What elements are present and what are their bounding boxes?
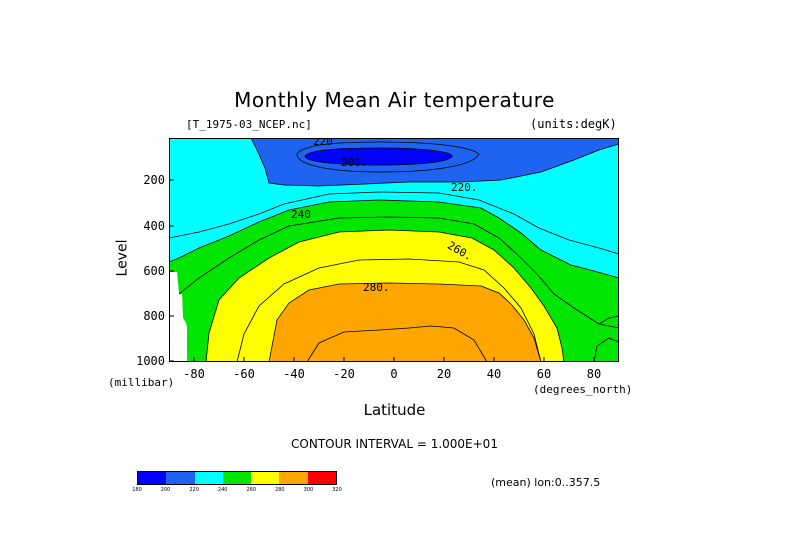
- contour-plot: 220 200. 220. 240 260. 280.: [169, 138, 619, 362]
- colorbar-tick-300: 300: [303, 487, 314, 493]
- band-180-200: [305, 148, 452, 165]
- colorbar-segment-280-300: [279, 472, 308, 484]
- x-tick-80: 80: [586, 367, 602, 381]
- band-280-300: [269, 283, 541, 362]
- contour-line-green-extra: [593, 337, 619, 362]
- colorbar-tick-320: 320: [332, 487, 342, 493]
- x-axis-label: Latitude: [363, 401, 426, 419]
- contour-line-210: [296, 141, 480, 173]
- contour-plot-svg: 220 200. 220. 240 260. 280.: [169, 138, 619, 362]
- x-tick-minus40: -40: [283, 367, 305, 381]
- contour-line-280: [268, 282, 542, 362]
- colorbar-segment-220-240: [194, 472, 223, 484]
- contour-line-220a: [250, 138, 619, 187]
- y-tick-1000: 1000: [136, 354, 165, 368]
- units-label: (units:degK): [530, 117, 617, 131]
- contour-line-260: [205, 229, 565, 362]
- band-260-280: [206, 230, 564, 362]
- contour-line-200: [304, 147, 453, 166]
- chart-title: Monthly Mean Air temperature: [234, 88, 555, 112]
- contour-label-220-top: 220: [313, 138, 333, 148]
- below-ground-gap: [169, 272, 187, 362]
- x-tick-20: 20: [436, 367, 452, 381]
- contour-lines: [169, 138, 619, 362]
- band-220-240: [169, 138, 619, 278]
- x-tick-0: 0: [390, 367, 398, 381]
- x-tick-minus60: -60: [233, 367, 255, 381]
- colorbar-tick-280: 280: [275, 487, 285, 493]
- axis-ticks: [169, 179, 595, 362]
- colorbar: [137, 471, 337, 485]
- colorbar-tick-240: 240: [217, 487, 228, 493]
- x-tick-60: 60: [536, 367, 552, 381]
- y-axis-units: (millibar): [108, 376, 175, 389]
- contour-label-280: 280.: [363, 281, 390, 294]
- colorbar-segment-200-220: [166, 472, 195, 484]
- colorbar-tick-180: 180: [132, 487, 142, 493]
- y-tick-800: 800: [143, 309, 165, 323]
- contour-label-200: 200.: [341, 156, 368, 169]
- y-axis-label: Level: [114, 239, 131, 277]
- contour-label-220: 220.: [451, 181, 478, 194]
- contour-line-230: [169, 191, 619, 255]
- x-tick-minus20: -20: [333, 367, 355, 381]
- band-240-260: [169, 200, 619, 362]
- contour-line-240: [169, 199, 619, 279]
- y-tick-200: 200: [143, 173, 165, 187]
- x-tick-40: 40: [486, 367, 502, 381]
- colorbar-segment-180-200: [138, 472, 167, 484]
- colorbar-tick-260: 260: [246, 487, 257, 493]
- contour-line-270: [236, 258, 542, 362]
- colorbar-tick-200: 200: [160, 487, 171, 493]
- contour-line-290: [306, 325, 488, 362]
- source-file-label: [T_1975-03_NCEP.nc]: [186, 118, 312, 131]
- colorbar-segment-260-280: [251, 472, 280, 484]
- contour-line-green-extra2: [598, 315, 619, 325]
- x-tick-minus80: -80: [183, 367, 205, 381]
- y-tick-400: 400: [143, 219, 165, 233]
- colorbar-tick-220: 220: [189, 487, 199, 493]
- x-axis-units: (degrees_north): [533, 383, 633, 396]
- y-tick-600: 600: [143, 264, 165, 278]
- contour-line-250: [178, 216, 619, 329]
- contour-interval-label: CONTOUR INTERVAL = 1.000E+01: [291, 437, 498, 451]
- colorbar-segment-240-260: [222, 472, 252, 484]
- colorbar-segment-300-320: [307, 472, 336, 484]
- contour-label-240: 240: [291, 208, 311, 221]
- mean-longitude-note: (mean) lon:0..357.5: [491, 476, 601, 489]
